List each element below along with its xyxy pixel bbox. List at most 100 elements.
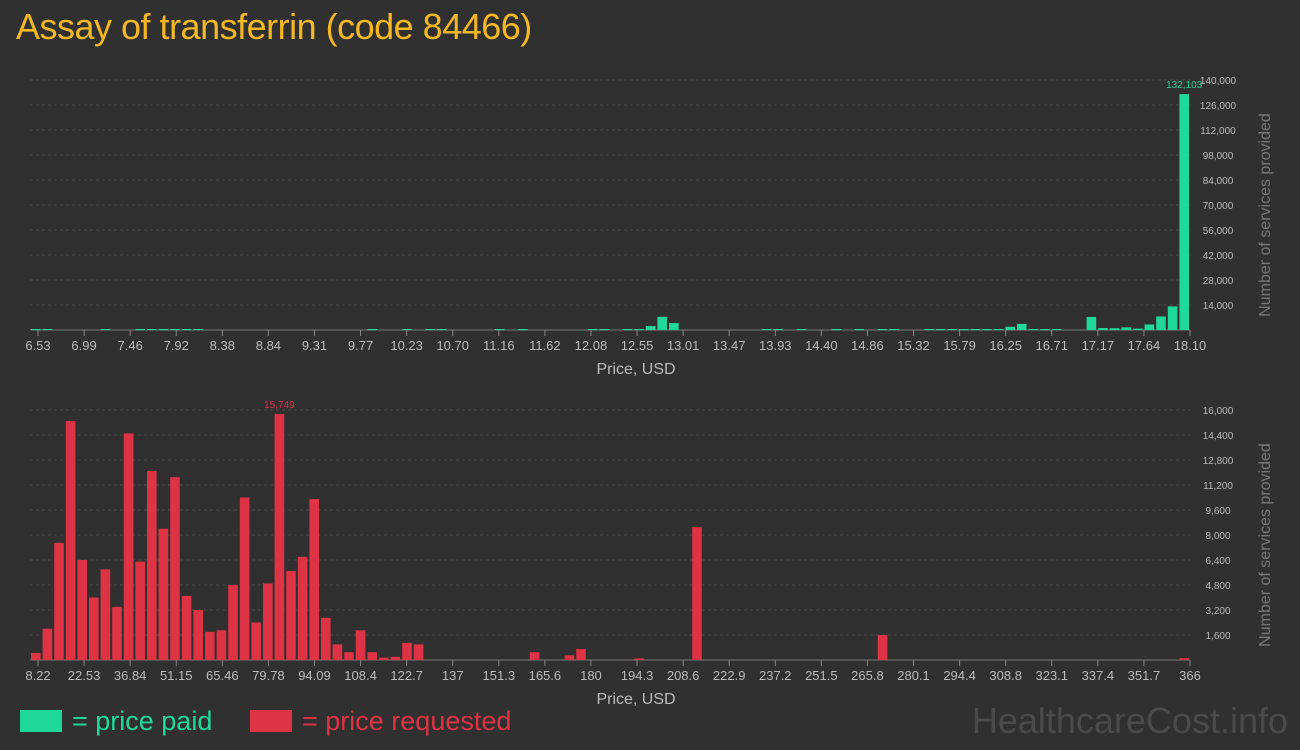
paid-bar xyxy=(831,329,841,330)
requested-y-tick-label: 11,200 xyxy=(1203,481,1233,492)
requested-bar xyxy=(100,569,111,660)
requested-x-tick-label: 337.4 xyxy=(1082,668,1115,683)
paid-bar xyxy=(935,329,946,330)
paid-x-tick-label: 10.23 xyxy=(390,338,423,353)
paid-bar xyxy=(1144,324,1155,330)
requested-bar xyxy=(77,560,87,660)
paid-x-tick-label: 13.93 xyxy=(759,338,792,353)
paid-swatch-icon xyxy=(20,710,62,732)
paid-bar xyxy=(1017,323,1027,330)
requested-bar xyxy=(332,644,343,660)
requested-bar xyxy=(1179,658,1189,660)
requested-x-tick-label: 8.22 xyxy=(25,668,50,683)
paid-bar xyxy=(1167,306,1178,330)
paid-x-tick-label: 15.79 xyxy=(943,338,976,353)
paid-x-tick-label: 13.47 xyxy=(713,338,746,353)
paid-bar xyxy=(599,329,609,330)
paid-peak-label: 132,103 xyxy=(1166,80,1203,91)
requested-price-histogram: 1,600 3,200 4,800 6,400 8,000 9,600 11,200 12,8… xyxy=(25,400,1274,708)
paid-bar xyxy=(135,329,145,330)
requested-x-tick-label: 308.8 xyxy=(989,668,1022,683)
requested-x-tick-label: 51.15 xyxy=(160,668,193,683)
paid-bar xyxy=(42,329,53,330)
requested-y-tick-label: 14,400 xyxy=(1203,431,1234,442)
requested-x-tick-label: 180 xyxy=(580,668,602,683)
paid-x-tick-label: 17.64 xyxy=(1128,338,1161,353)
requested-x-tick-label: 222.9 xyxy=(713,668,746,683)
paid-bar xyxy=(645,326,656,330)
paid-x-axis-label: Price, USD xyxy=(596,361,675,378)
paid-bar xyxy=(193,329,203,330)
requested-bar xyxy=(309,499,319,660)
paid-y-tick-label: 84,000 xyxy=(1203,176,1234,187)
paid-bar xyxy=(1156,316,1166,330)
paid-y-tick-label: 14,000 xyxy=(1203,301,1234,312)
paid-bar xyxy=(367,329,377,330)
requested-y-tick-label: 6,400 xyxy=(1205,556,1230,567)
requested-bar xyxy=(123,433,134,660)
requested-x-tick-label: 351.7 xyxy=(1128,668,1161,683)
requested-x-tick-label: 165.6 xyxy=(529,668,562,683)
legend-paid-label: = price paid xyxy=(72,705,213,736)
paid-bar xyxy=(31,329,41,330)
paid-y-tick-label: 140,000 xyxy=(1200,76,1237,87)
requested-x-tick-label: 22.53 xyxy=(68,668,101,683)
paid-bar xyxy=(1005,326,1015,330)
requested-bar xyxy=(564,655,575,660)
paid-y-tick-label: 28,000 xyxy=(1203,276,1234,287)
paid-bar xyxy=(1051,329,1062,330)
paid-bar xyxy=(993,329,1004,330)
requested-peak-label: 15,749 xyxy=(264,400,295,411)
requested-x-tick-label: 94.09 xyxy=(298,668,331,683)
paid-x-tick-label: 6.99 xyxy=(71,338,96,353)
requested-x-tick-label: 208.6 xyxy=(667,668,700,683)
paid-bar xyxy=(495,329,505,330)
requested-bar xyxy=(576,649,586,660)
requested-y-tick-label: 1,600 xyxy=(1205,631,1230,642)
requested-x-tick-label: 194.3 xyxy=(621,668,654,683)
requested-bar xyxy=(355,630,366,660)
paid-x-tick-label: 17.17 xyxy=(1082,338,1115,353)
requested-bar xyxy=(181,595,192,660)
requested-y-tick-label: 12,800 xyxy=(1203,456,1234,467)
paid-x-tick-label: 16.25 xyxy=(989,338,1022,353)
paid-bar xyxy=(796,329,807,330)
requested-x-tick-label: 237.2 xyxy=(759,668,792,683)
paid-bar xyxy=(634,329,644,330)
requested-bar xyxy=(193,610,203,660)
requested-y-tick-label: 9,600 xyxy=(1205,506,1230,517)
paid-y-tick-label: 56,000 xyxy=(1203,226,1234,237)
paid-x-tick-label: 9.77 xyxy=(348,338,373,353)
requested-bar xyxy=(877,635,888,660)
requested-bar xyxy=(297,556,308,660)
paid-x-tick-label: 7.46 xyxy=(118,338,143,353)
requested-bar xyxy=(692,527,702,660)
paid-x-tick-label: 15.32 xyxy=(897,338,930,353)
paid-x-tick-label: 18.10 xyxy=(1174,338,1207,353)
requested-x-tick-label: 108.4 xyxy=(344,668,377,683)
requested-bar xyxy=(402,642,412,660)
paid-x-tick-label: 13.01 xyxy=(667,338,700,353)
requested-bar xyxy=(274,413,285,660)
paid-bar xyxy=(669,323,679,330)
paid-x-tick-label: 6.53 xyxy=(25,338,50,353)
requested-bar xyxy=(390,656,401,660)
paid-bar xyxy=(518,329,528,330)
paid-y-tick-label: 112,000 xyxy=(1200,126,1236,137)
requested-x-tick-label: 265.8 xyxy=(851,668,884,683)
requested-bar xyxy=(216,630,227,660)
requested-x-tick-label: 65.46 xyxy=(206,668,239,683)
paid-bar xyxy=(158,329,169,330)
paid-bar xyxy=(982,329,992,330)
page-title: Assay of transferrin (code 84466) xyxy=(16,6,532,47)
requested-x-tick-label: 251.5 xyxy=(805,668,838,683)
paid-bar xyxy=(100,329,111,330)
paid-bar xyxy=(1098,328,1108,330)
paid-bar xyxy=(854,329,865,330)
requested-x-tick-label: 294.4 xyxy=(943,668,976,683)
requested-bar xyxy=(379,657,389,660)
requested-bar xyxy=(54,542,64,660)
paid-bar xyxy=(924,329,934,330)
paid-bar xyxy=(1179,94,1189,331)
paid-bar xyxy=(437,329,447,330)
